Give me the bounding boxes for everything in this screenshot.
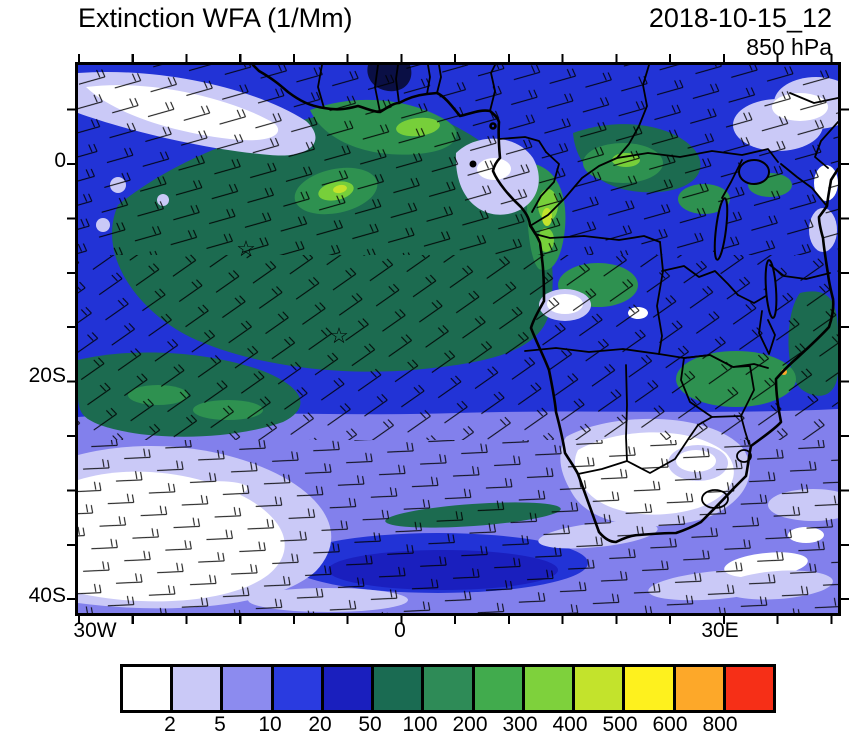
y-axis-label-40s: 40S — [28, 584, 66, 607]
x-axis-label-30w: 30W — [73, 619, 117, 642]
star-markers: ☆ ☆ — [236, 236, 349, 348]
coastline — [251, 65, 838, 544]
colorbar-cell — [474, 667, 525, 710]
colorbar-cell — [323, 667, 375, 710]
y-axis-label-equator: 0 — [54, 149, 66, 172]
colorbar-label: 2 — [164, 713, 176, 736]
coastline-bioko — [489, 122, 497, 130]
colorbar-cell — [173, 667, 224, 710]
colorbar-label: 500 — [602, 713, 638, 736]
colorbar-label: 300 — [502, 713, 538, 736]
x-axis-label-30e: 30E — [701, 619, 739, 642]
axis-ticks-top — [78, 54, 838, 62]
lake-victoria — [738, 159, 770, 185]
axis-ticks-bottom — [78, 616, 838, 624]
colorbar-cell — [424, 667, 475, 710]
colorbar-cell — [123, 667, 174, 710]
lake-tanganyika — [713, 197, 729, 261]
timestamp-label: 2018-10-15_12 — [648, 3, 832, 33]
border-swaziland — [736, 449, 752, 463]
map-frame: ☆ ☆ — [67, 54, 849, 624]
colorbar-cell — [374, 667, 425, 710]
colorbar-label: 5 — [214, 713, 226, 736]
wind-barbs-layer — [78, 65, 838, 613]
station-dot — [469, 160, 477, 168]
star-marker-st-helena: ☆ — [329, 323, 349, 348]
colorbar-label: 10 — [258, 713, 282, 736]
colorbar-cell — [675, 667, 726, 710]
colorbar-cell — [223, 667, 274, 710]
page-title: Extinction WFA (1/Mm) — [78, 3, 353, 33]
star-marker-ascension: ☆ — [236, 236, 256, 261]
colorbar — [120, 664, 776, 713]
colorbar-cell — [524, 667, 576, 710]
map-plot: ☆ ☆ — [78, 65, 838, 613]
colorbar-label: 400 — [552, 713, 588, 736]
lake-malawi — [764, 259, 778, 319]
colorbar-cell — [575, 667, 626, 710]
colorbar-label: 600 — [652, 713, 688, 736]
y-axis-label-20s: 20S — [28, 364, 66, 387]
colorbar-cell — [725, 667, 774, 710]
x-axis-label-0: 0 — [394, 619, 406, 642]
colorbar-label: 800 — [702, 713, 738, 736]
axis-ticks-right — [841, 65, 849, 613]
colorbar-label: 100 — [402, 713, 438, 736]
colorbar-labels: 2 5 10 20 50 100 200 300 400 500 600 800 — [120, 713, 770, 739]
colorbar-label: 50 — [358, 713, 382, 736]
colorbar-label: 200 — [452, 713, 488, 736]
colorbar-cell — [625, 667, 676, 710]
axis-ticks-left — [67, 65, 75, 613]
colorbar-label: 20 — [308, 713, 332, 736]
border-lesotho — [701, 489, 729, 509]
country-borders — [317, 65, 838, 509]
colorbar-cell — [273, 667, 324, 710]
lakes — [713, 159, 778, 319]
